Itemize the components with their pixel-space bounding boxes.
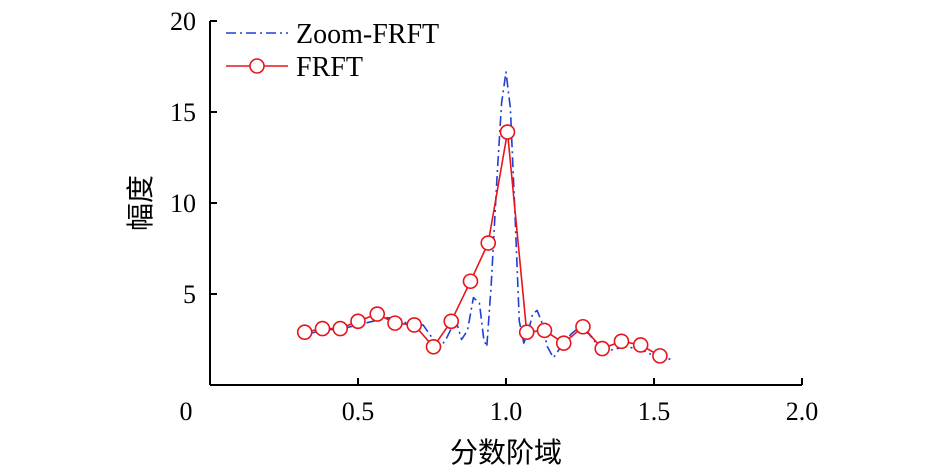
- frft-point: [480, 235, 497, 251]
- y-tick-label: 20: [170, 7, 196, 36]
- frft-point: [536, 322, 553, 339]
- x-tick-label: 1.0: [490, 397, 523, 426]
- frft-point: [594, 340, 611, 357]
- frft-point: [555, 335, 572, 351]
- frft-point: [314, 320, 331, 337]
- frft-point: [443, 313, 460, 330]
- y-tick-label: 15: [170, 98, 196, 127]
- frft-point: [575, 318, 591, 335]
- y-tick-label: 5: [183, 280, 196, 309]
- frft-point: [387, 315, 403, 331]
- x-tick-label: 0: [180, 397, 193, 426]
- ticks: 0 0.5 1.0 1.5 2.0 5 10 15 20: [170, 7, 818, 426]
- frft-point: [518, 324, 535, 341]
- frft-point: [499, 124, 516, 140]
- frft-point: [613, 333, 630, 350]
- frft-point: [350, 313, 366, 330]
- x-tick-label: 1.5: [638, 397, 671, 426]
- series-layer: [296, 71, 672, 364]
- legend-label-zoom-frft: Zoom-FRFT: [296, 19, 439, 50]
- frft-point: [369, 306, 386, 322]
- frft-point: [462, 273, 479, 290]
- x-tick-label: 2.0: [786, 397, 819, 426]
- y-axis-label: 幅度: [124, 175, 157, 231]
- legend-marker-frft: [249, 58, 265, 74]
- frft-point: [332, 320, 349, 337]
- legend: Zoom-FRFT FRFT: [226, 19, 439, 83]
- x-axis-label: 分数阶域: [450, 436, 562, 469]
- frft-point: [425, 338, 442, 355]
- x-tick-label: 0.5: [342, 397, 375, 426]
- frft-point: [632, 337, 649, 353]
- frft-point: [406, 317, 423, 333]
- legend-label-frft: FRFT: [296, 52, 363, 83]
- frft-point: [652, 348, 668, 364]
- y-tick-label: 10: [170, 189, 196, 218]
- frft-point: [296, 324, 313, 341]
